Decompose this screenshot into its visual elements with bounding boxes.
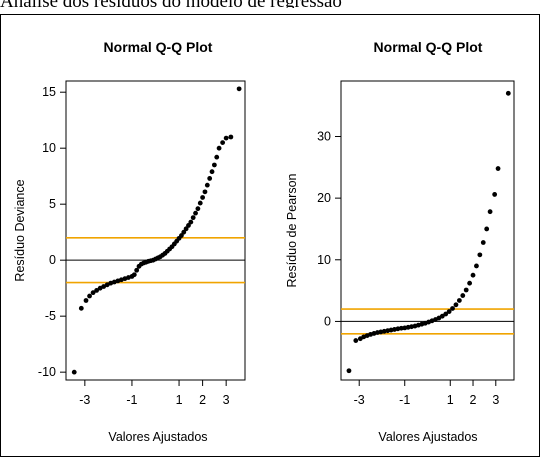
plot-box (65, 80, 246, 381)
x-tick-label: 3 (492, 393, 499, 407)
data-point (179, 233, 184, 238)
x-tick-label: 1 (176, 393, 183, 407)
y-tick-label: 0 (324, 314, 331, 328)
chart-title: Normal Q-Q Plot (104, 39, 213, 55)
x-axis-label: Valores Ajustados (378, 430, 477, 444)
data-point (453, 302, 459, 308)
x-tick-label: 1 (447, 393, 454, 407)
data-point (443, 311, 449, 317)
data-point (456, 298, 462, 303)
y-tick-label: 0 (49, 253, 56, 267)
data-point (480, 240, 486, 245)
x-axis-label: Valores Ajustados (108, 430, 207, 444)
data-point (214, 154, 220, 160)
data-point (207, 176, 213, 181)
data-point (186, 223, 191, 228)
y-tick-label: 5 (49, 197, 56, 211)
data-point (200, 195, 206, 200)
data-point (195, 206, 201, 212)
data-point (439, 313, 445, 319)
data-point (211, 162, 217, 168)
data-point (492, 192, 498, 197)
x-tick-label: -3 (354, 393, 365, 407)
data-point (505, 90, 511, 96)
data-point (83, 298, 89, 303)
x-tick-label: 3 (223, 393, 230, 407)
data-point (450, 306, 455, 311)
y-tick-label: 30 (317, 129, 331, 143)
data-point (470, 272, 476, 278)
data-point (134, 267, 140, 273)
data-point (202, 189, 208, 195)
data-point (467, 280, 473, 286)
data-point (204, 182, 210, 188)
data-point (216, 145, 222, 151)
x-tick-label: -3 (79, 393, 90, 407)
y-tick-label: 10 (42, 141, 56, 155)
x-tick-label: -1 (126, 393, 137, 407)
y-axis-label: Resíduo Deviance (13, 179, 27, 281)
data-point (487, 209, 493, 215)
data-point (346, 368, 352, 374)
x-tick-label: 2 (470, 393, 477, 407)
chart-title: Normal Q-Q Plot (374, 39, 483, 55)
data-point (460, 293, 466, 298)
figure-frame (0, 14, 540, 457)
qq-panel-1: Normal Q-Q Plot -3 -1 1 2 3 -10 -5 0 5 10 15 Valores… (13, 39, 246, 444)
y-tick-label: 10 (317, 253, 331, 267)
y-tick-label: 15 (42, 85, 56, 99)
data-point (181, 229, 187, 235)
page-header-text: Análise dos resíduos do modelo de regres… (0, 0, 542, 8)
data-point (78, 305, 84, 311)
data-point (484, 226, 490, 232)
data-point (477, 252, 483, 258)
data-point (474, 263, 479, 269)
data-point (446, 309, 452, 314)
data-point (209, 169, 215, 175)
data-point (220, 140, 226, 145)
x-tick-label: -1 (399, 393, 410, 407)
data-point (71, 369, 77, 375)
data-point (463, 287, 469, 293)
data-point (94, 288, 100, 293)
data-point (223, 135, 229, 141)
data-point (190, 215, 196, 221)
data-point (495, 166, 501, 171)
y-tick-label: -10 (38, 365, 56, 379)
data-point (236, 86, 242, 92)
y-tick-label: 20 (317, 191, 331, 205)
data-point (90, 290, 96, 296)
y-axis-label: Resíduo de Pearson (285, 173, 299, 287)
plot-box (340, 80, 515, 381)
data-point (228, 134, 234, 140)
data-point (197, 200, 203, 206)
data-point (131, 272, 137, 278)
data-point (188, 219, 194, 225)
x-tick-label: 2 (199, 393, 206, 407)
data-point (193, 210, 198, 216)
data-point (87, 293, 92, 299)
data-point (183, 226, 189, 232)
data-point (353, 338, 359, 343)
y-tick-label: -5 (45, 309, 56, 323)
